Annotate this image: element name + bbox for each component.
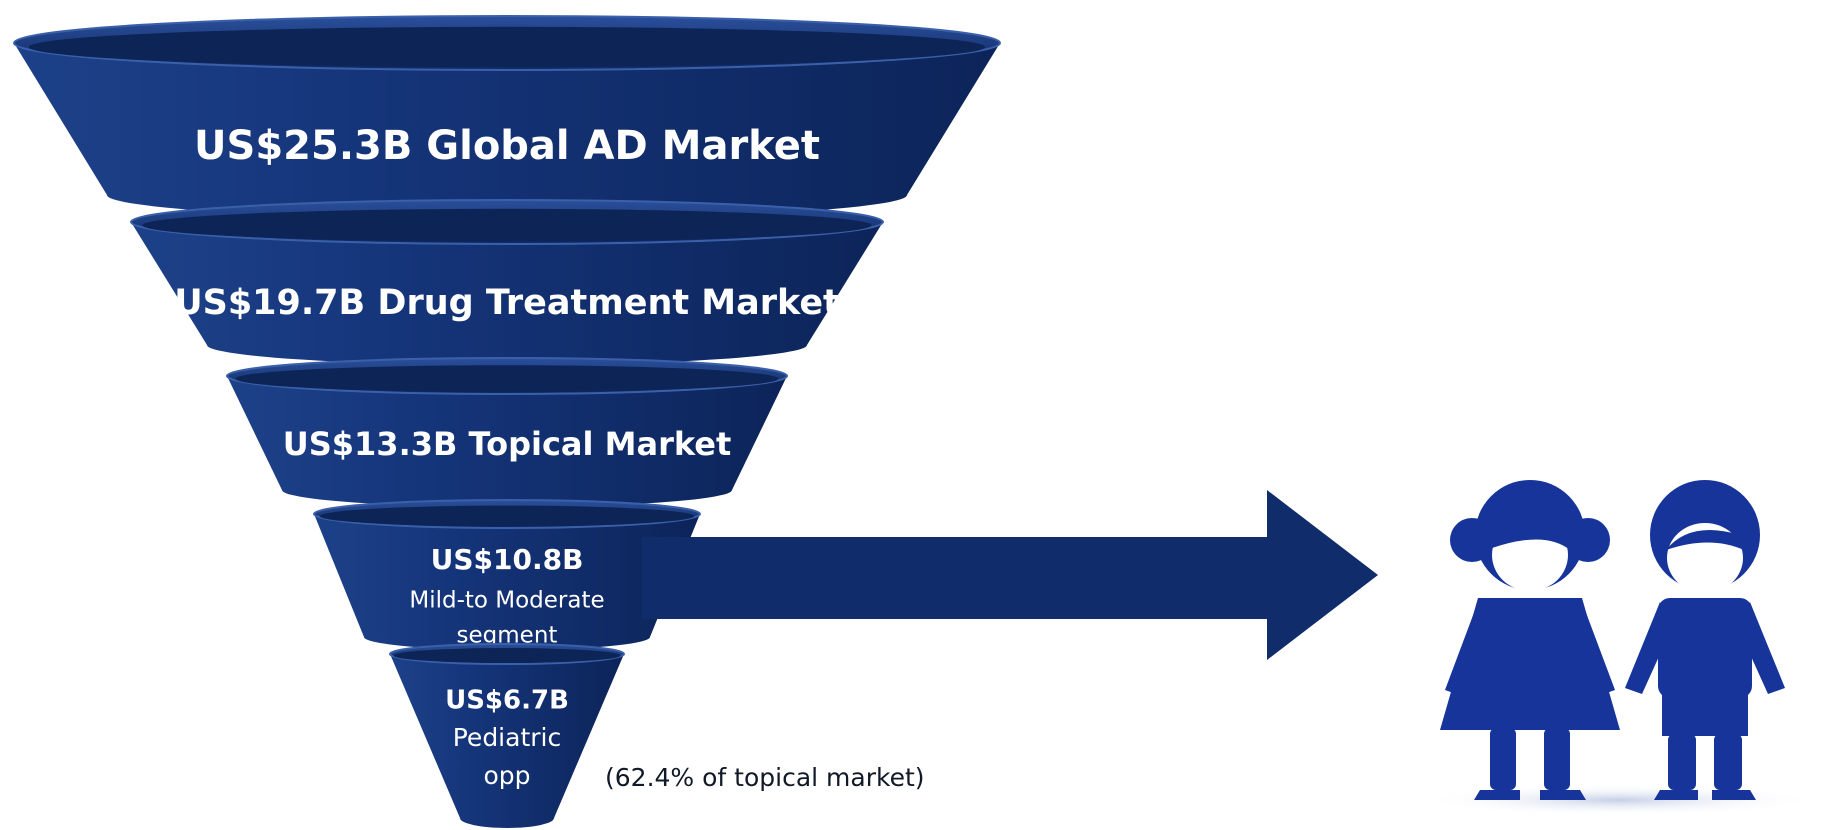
funnel-level: US$6.7B Pediatric opp (389, 643, 625, 828)
funnel: US$25.3B Global AD Market US$19.7B Drug T… (13, 15, 1001, 828)
funnel-body (14, 43, 1000, 219)
level-label: US$10.8B (431, 543, 584, 576)
funnel-opening (235, 365, 779, 393)
level-label: US$19.7B Drug Treatment Market (174, 283, 840, 323)
level-label: Mild-to Moderate (409, 588, 604, 614)
arrow (642, 490, 1378, 660)
funnel-body (227, 376, 787, 507)
funnel-opening (319, 505, 695, 527)
children-icon (1418, 480, 1818, 816)
funnel-opening (28, 26, 986, 68)
funnel-level: US$13.3B Topical Market (226, 357, 788, 507)
funnel-opening (393, 648, 621, 663)
note: (62.4% of topical market) (605, 763, 925, 792)
level-label: US$13.3B Topical Market (283, 425, 732, 463)
funnel-body (390, 654, 624, 828)
funnel-body (131, 222, 883, 365)
level-label: opp (483, 761, 530, 790)
funnel-body (314, 514, 700, 650)
funnel-level: US$25.3B Global AD Market (13, 15, 1001, 219)
funnel-level: US$19.7B Drug Treatment Market (130, 199, 884, 365)
level-label: Pediatric (453, 723, 561, 752)
level-label: US$6.7B (445, 686, 569, 716)
level-label: US$25.3B Global AD Market (194, 123, 820, 169)
funnel-opening (142, 208, 872, 242)
